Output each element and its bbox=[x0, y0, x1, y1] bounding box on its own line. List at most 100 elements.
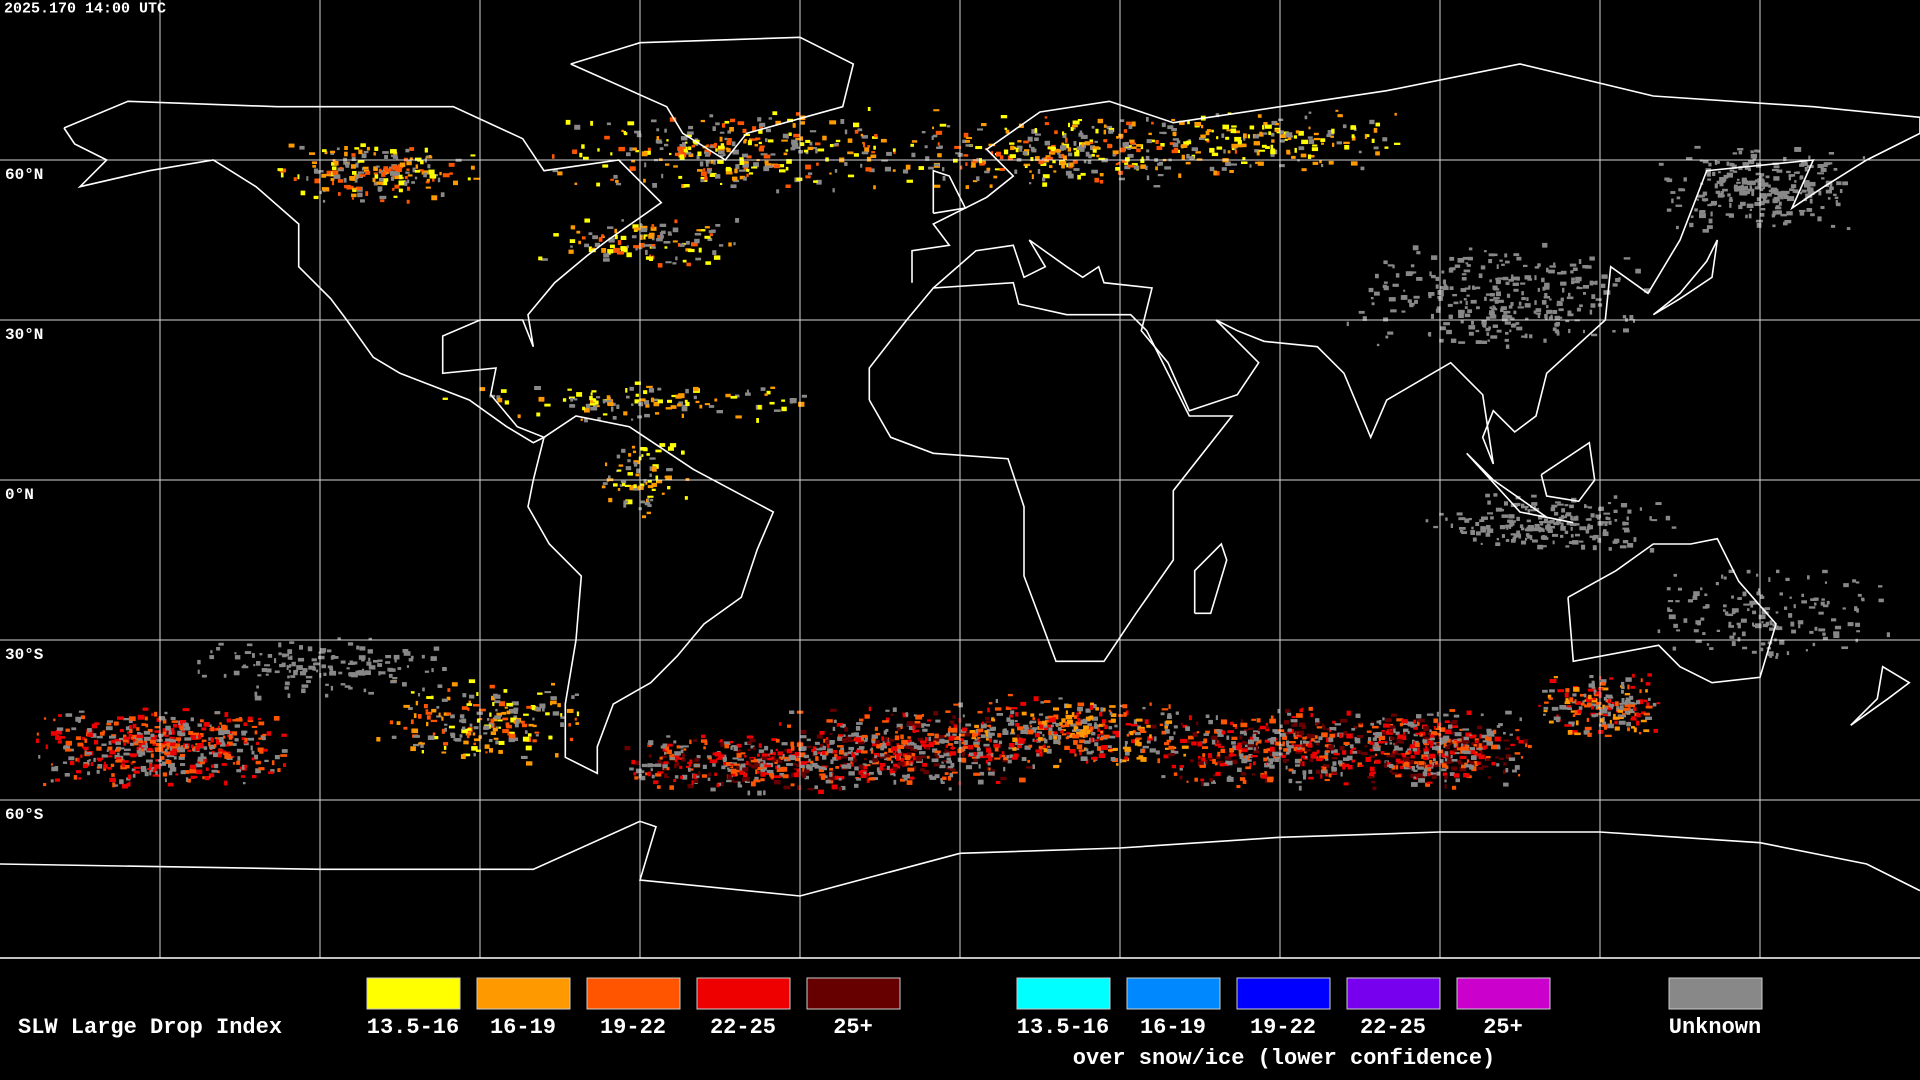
cloud-pixel bbox=[424, 147, 428, 153]
cloud-pixel bbox=[834, 143, 839, 146]
cloud-pixel bbox=[399, 174, 403, 180]
cloud-pixel bbox=[1433, 525, 1439, 529]
cloud-pixel bbox=[1282, 735, 1288, 740]
cloud-pixel bbox=[570, 245, 573, 248]
cloud-pixel bbox=[851, 753, 856, 759]
cloud-pixel bbox=[1257, 114, 1262, 118]
cloud-pixel bbox=[614, 228, 618, 234]
cloud-pixel bbox=[1512, 537, 1517, 541]
cloud-pixel bbox=[1094, 739, 1099, 742]
cloud-pixel bbox=[494, 715, 501, 720]
cloud-pixel bbox=[111, 773, 115, 777]
cloud-pixel bbox=[1583, 292, 1586, 295]
cloud-pixel bbox=[195, 769, 203, 775]
cloud-pixel bbox=[1328, 773, 1332, 778]
cloud-pixel bbox=[710, 159, 716, 164]
cloud-pixel bbox=[1103, 734, 1110, 739]
cloud-pixel bbox=[1123, 712, 1127, 717]
cloud-pixel bbox=[1516, 516, 1520, 522]
cloud-pixel bbox=[874, 726, 878, 731]
cloud-pixel bbox=[1412, 245, 1419, 251]
cloud-pixel bbox=[492, 727, 498, 732]
cloud-pixel bbox=[1818, 190, 1822, 196]
cloud-pixel bbox=[1485, 327, 1490, 332]
cloud-pixel bbox=[854, 129, 859, 134]
cloud-pixel bbox=[1481, 516, 1488, 520]
cloud-pixel bbox=[475, 749, 482, 752]
cloud-pixel bbox=[1189, 156, 1195, 160]
cloud-pixel bbox=[1216, 136, 1219, 140]
cloud-pixel bbox=[949, 720, 955, 724]
cloud-pixel bbox=[612, 416, 617, 420]
cloud-pixel bbox=[856, 722, 863, 725]
cloud-pixel bbox=[973, 758, 978, 764]
cloud-pixel bbox=[645, 772, 648, 776]
cloud-pixel bbox=[545, 712, 550, 716]
cloud-pixel bbox=[800, 763, 805, 768]
cloud-pixel bbox=[526, 761, 533, 766]
cloud-pixel bbox=[1011, 756, 1018, 760]
cloud-pixel bbox=[822, 750, 827, 756]
cloud-pixel bbox=[250, 745, 253, 751]
cloud-pixel bbox=[1337, 114, 1343, 118]
cloud-pixel bbox=[847, 174, 855, 178]
cloud-pixel bbox=[778, 722, 782, 726]
cloud-pixel bbox=[1372, 737, 1377, 741]
cloud-pixel bbox=[210, 737, 214, 743]
cloud-pixel bbox=[1829, 183, 1833, 188]
cloud-pixel bbox=[1099, 179, 1104, 184]
cloud-pixel bbox=[179, 753, 186, 757]
cloud-pixel bbox=[618, 146, 625, 152]
cloud-pixel bbox=[754, 144, 759, 147]
cloud-pixel bbox=[1619, 716, 1624, 720]
cloud-pixel bbox=[1488, 776, 1491, 779]
cloud-pixel bbox=[1505, 747, 1510, 750]
cloud-pixel bbox=[1171, 128, 1177, 132]
cloud-pixel bbox=[664, 143, 669, 147]
cloud-pixel bbox=[1775, 210, 1782, 215]
cloud-pixel bbox=[727, 769, 732, 772]
cloud-pixel bbox=[268, 771, 274, 774]
cloud-pixel bbox=[673, 779, 677, 783]
cloud-pixel bbox=[1743, 187, 1749, 191]
cloud-pixel bbox=[1541, 300, 1547, 305]
cloud-pixel bbox=[667, 446, 674, 451]
cloud-pixel bbox=[1080, 756, 1088, 761]
cloud-pixel bbox=[1372, 725, 1379, 729]
cloud-pixel bbox=[262, 733, 267, 737]
cloud-pixel bbox=[690, 768, 694, 771]
cloud-pixel bbox=[460, 754, 466, 759]
cloud-pixel bbox=[949, 772, 954, 778]
cloud-pixel bbox=[685, 151, 692, 155]
cloud-pixel bbox=[570, 397, 574, 402]
cloud-pixel bbox=[1805, 193, 1809, 199]
cloud-pixel bbox=[613, 247, 620, 253]
cloud-pixel bbox=[1102, 707, 1106, 712]
cloud-pixel bbox=[1403, 728, 1409, 732]
cloud-pixel bbox=[585, 403, 591, 408]
cloud-pixel bbox=[1420, 774, 1426, 778]
cloud-pixel bbox=[1351, 136, 1356, 141]
cloud-pixel bbox=[650, 397, 655, 403]
cloud-pixel bbox=[989, 184, 993, 188]
cloud-pixel bbox=[907, 755, 912, 759]
cloud-pixel bbox=[420, 159, 424, 165]
cloud-pixel bbox=[651, 246, 656, 249]
cloud-pixel bbox=[631, 159, 636, 163]
cloud-pixel bbox=[928, 166, 934, 170]
cloud-pixel bbox=[904, 755, 911, 761]
cloud-pixel bbox=[1332, 142, 1335, 147]
cloud-pixel bbox=[1031, 129, 1038, 134]
cloud-pixel bbox=[362, 166, 369, 170]
cloud-pixel bbox=[1081, 142, 1085, 147]
cloud-pixel bbox=[1440, 759, 1444, 764]
cloud-pixel bbox=[1126, 733, 1130, 737]
cloud-pixel bbox=[900, 725, 903, 730]
cloud-pixel bbox=[647, 495, 654, 498]
cloud-pixel bbox=[1590, 703, 1595, 708]
cloud-pixel bbox=[1471, 320, 1475, 325]
cloud-pixel bbox=[1595, 701, 1602, 705]
cloud-pixel bbox=[1534, 507, 1540, 511]
cloud-pixel bbox=[1000, 155, 1004, 160]
cloud-pixel bbox=[859, 718, 864, 722]
